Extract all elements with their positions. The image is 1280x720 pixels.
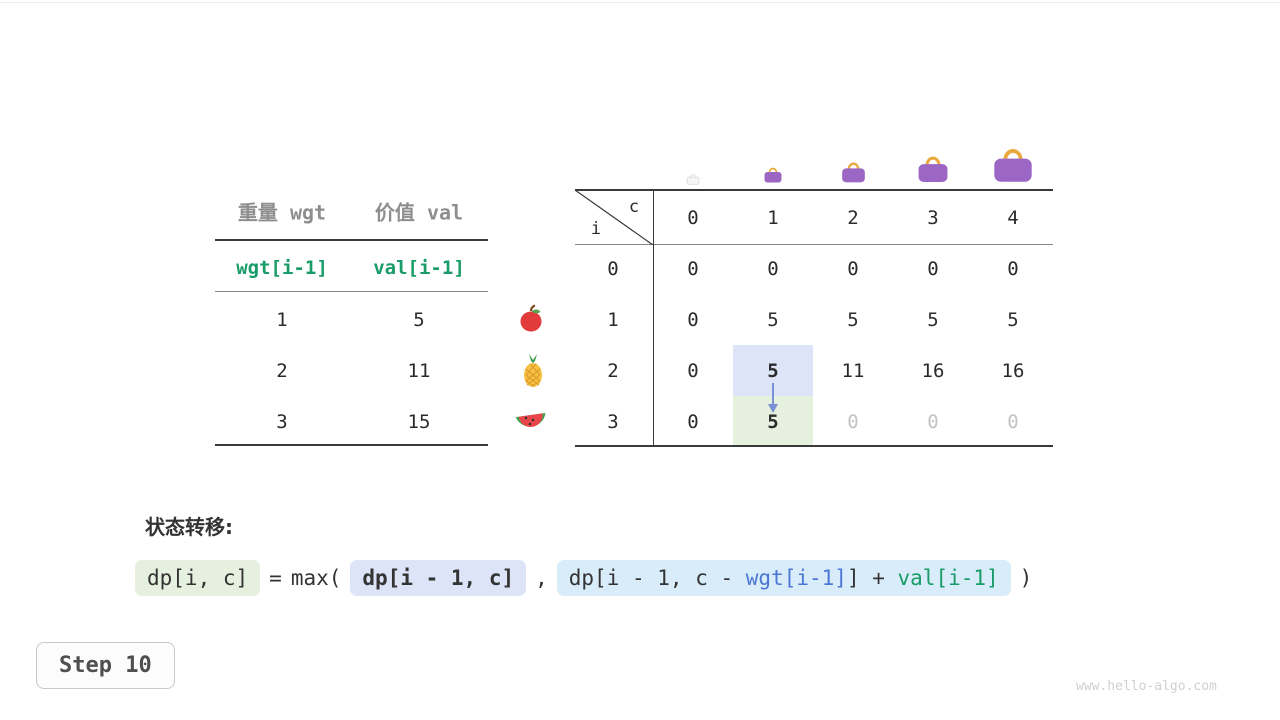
item-row-wgt: 3 — [276, 411, 288, 433]
step-badge: Step 10 — [36, 642, 175, 689]
transition-formula: dp[i, c] = max( dp[i - 1, c] , dp[i - 1,… — [135, 560, 1032, 596]
bag-large-icon — [916, 152, 950, 187]
apple-icon — [516, 304, 546, 338]
corner-label-i: i — [590, 219, 602, 239]
dp-cell-2-1-source: 5 — [767, 360, 779, 382]
formula-arg1: dp[i - 1, c] — [350, 560, 527, 596]
item-row-val: 15 — [407, 411, 431, 433]
formula-comma: , — [535, 566, 548, 590]
item-row-val: 5 — [413, 309, 425, 331]
dp-cell-0-3: 0 — [927, 258, 939, 280]
dp-cell-3-1-target: 5 — [767, 411, 779, 433]
item-row-wgt: 1 — [276, 309, 288, 331]
bag-xlarge-icon — [991, 143, 1035, 187]
dp-table-bottom-rule — [575, 445, 1053, 447]
dp-table-vertical-rule — [653, 189, 654, 447]
items-formula-wgt: wgt[i-1] — [236, 257, 328, 279]
dp-cell-2-3: 16 — [921, 360, 945, 382]
bag-ghost-icon — [686, 170, 700, 189]
dp-cell-0-4: 0 — [1007, 258, 1019, 280]
dp-cell-2-0: 0 — [687, 360, 699, 382]
dp-row-header-1: 1 — [607, 309, 619, 331]
dp-col-header-1: 1 — [767, 207, 779, 229]
dp-cell-1-4: 5 — [1007, 309, 1019, 331]
transfer-arrow-icon — [768, 383, 778, 413]
formula-arg2-wgt: wgt[i-1] — [745, 566, 847, 590]
dp-cell-3-3: 0 — [927, 411, 939, 433]
dp-cell-1-1: 5 — [767, 309, 779, 331]
formula-equals: = — [269, 566, 282, 590]
item-row-wgt: 2 — [276, 360, 288, 382]
dp-cell-3-0: 0 — [687, 411, 699, 433]
pineapple-icon — [517, 353, 549, 393]
dp-cell-1-2: 5 — [847, 309, 859, 331]
dp-cell-3-2: 0 — [847, 411, 859, 433]
dp-col-header-4: 4 — [1007, 207, 1019, 229]
top-divider — [0, 2, 1280, 3]
dp-cell-3-4: 0 — [1007, 411, 1019, 433]
dp-row-header-3: 3 — [607, 411, 619, 433]
formula-arg2-prefix: dp[i - 1, c - — [568, 566, 746, 590]
dp-cell-0-2: 0 — [847, 258, 859, 280]
dp-cell-0-0: 0 — [687, 258, 699, 280]
dp-cell-2-4: 16 — [1001, 360, 1025, 382]
items-formula-val: val[i-1] — [373, 257, 465, 279]
dp-row-header-0: 0 — [607, 258, 619, 280]
watermark: www.hello-algo.com — [1076, 679, 1217, 694]
dp-table-top-rule — [575, 189, 1053, 191]
corner-label-c: c — [628, 197, 640, 217]
bag-medium-icon — [840, 159, 867, 187]
dp-col-header-2: 2 — [847, 207, 859, 229]
dp-cell-0-1: 0 — [767, 258, 779, 280]
dp-col-header-0: 0 — [687, 207, 699, 229]
items-table-mid-rule — [215, 291, 488, 292]
formula-lhs: dp[i, c] — [135, 560, 261, 596]
corner-diagonal-line — [575, 190, 653, 245]
formula-close-paren: ) — [1019, 566, 1033, 590]
items-table-top-rule — [215, 239, 488, 241]
dp-cell-2-2: 11 — [841, 360, 865, 382]
dp-row-header-2: 2 — [607, 360, 619, 382]
dp-col-header-3: 3 — [927, 207, 939, 229]
formula-arg2-val: val[i-1] — [897, 566, 999, 590]
items-col-header-val: 价值 val — [374, 200, 464, 225]
items-table-bottom-rule — [215, 444, 488, 446]
item-row-val: 11 — [407, 360, 431, 382]
formula-arg2-mid: ] + — [846, 566, 898, 590]
formula-max-open: max( — [290, 566, 342, 590]
transition-label: 状态转移: — [145, 515, 233, 539]
dp-table-header-rule — [575, 244, 1053, 245]
items-col-header-wgt: 重量 wgt — [237, 200, 327, 225]
formula-arg2: dp[i - 1, c - wgt[i-1]] + val[i-1] — [556, 560, 1011, 596]
watermelon-icon — [514, 408, 548, 438]
dp-cell-1-0: 0 — [687, 309, 699, 331]
bag-small-icon — [763, 165, 783, 187]
dp-cell-1-3: 5 — [927, 309, 939, 331]
